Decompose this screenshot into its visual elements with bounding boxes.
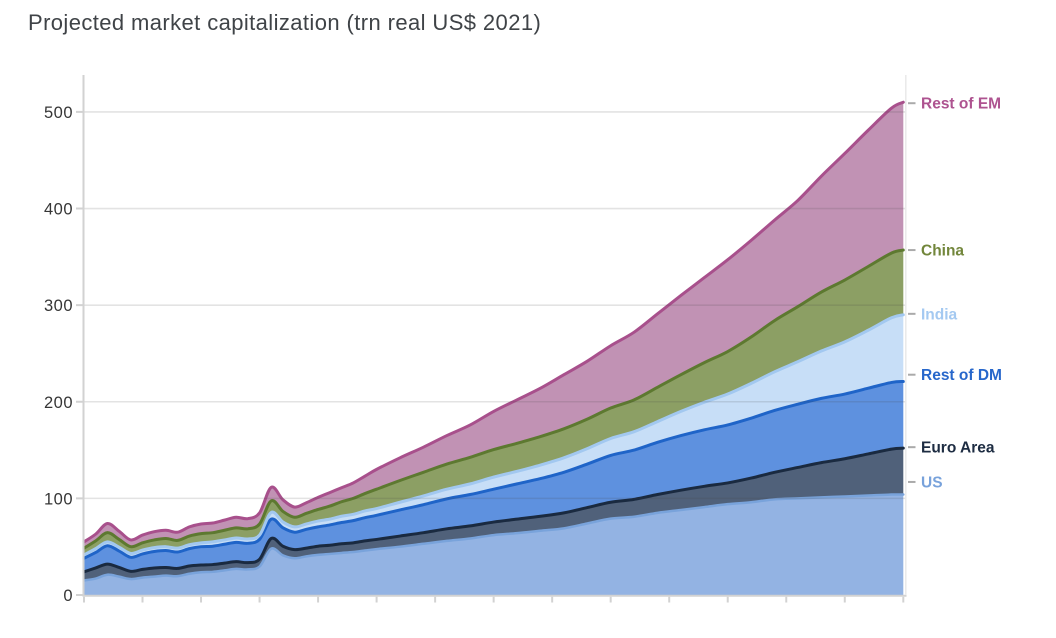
y-tick-label-300: 300 <box>44 297 73 315</box>
series-label-euro-area: Euro Area <box>921 440 995 457</box>
edge-rest-of-em <box>82 100 905 544</box>
series-label-india: India <box>921 306 958 323</box>
series-label-rest-of-em: Rest of EM <box>921 96 1001 113</box>
edge-india <box>82 313 905 557</box>
y-tick-label-100: 100 <box>44 490 73 508</box>
series-label-us: US <box>921 474 943 491</box>
edge-china <box>82 248 905 550</box>
edge-us <box>82 493 905 582</box>
edge-rest-of-dm <box>82 379 905 560</box>
series-label-rest-of-dm: Rest of DM <box>921 367 1002 384</box>
area-rest-of-dm <box>84 381 904 572</box>
y-tick-label-500: 500 <box>44 104 73 122</box>
area-rest-of-em <box>84 102 904 549</box>
chart-title: Projected market capitalization (trn rea… <box>28 10 542 35</box>
area-us <box>84 494 904 595</box>
edge-euro-area <box>82 446 905 574</box>
y-tick-label-400: 400 <box>44 201 73 219</box>
series-label-china: China <box>921 243 964 260</box>
y-tick-label-0: 0 <box>63 587 73 605</box>
y-tick-label-200: 200 <box>44 394 73 412</box>
